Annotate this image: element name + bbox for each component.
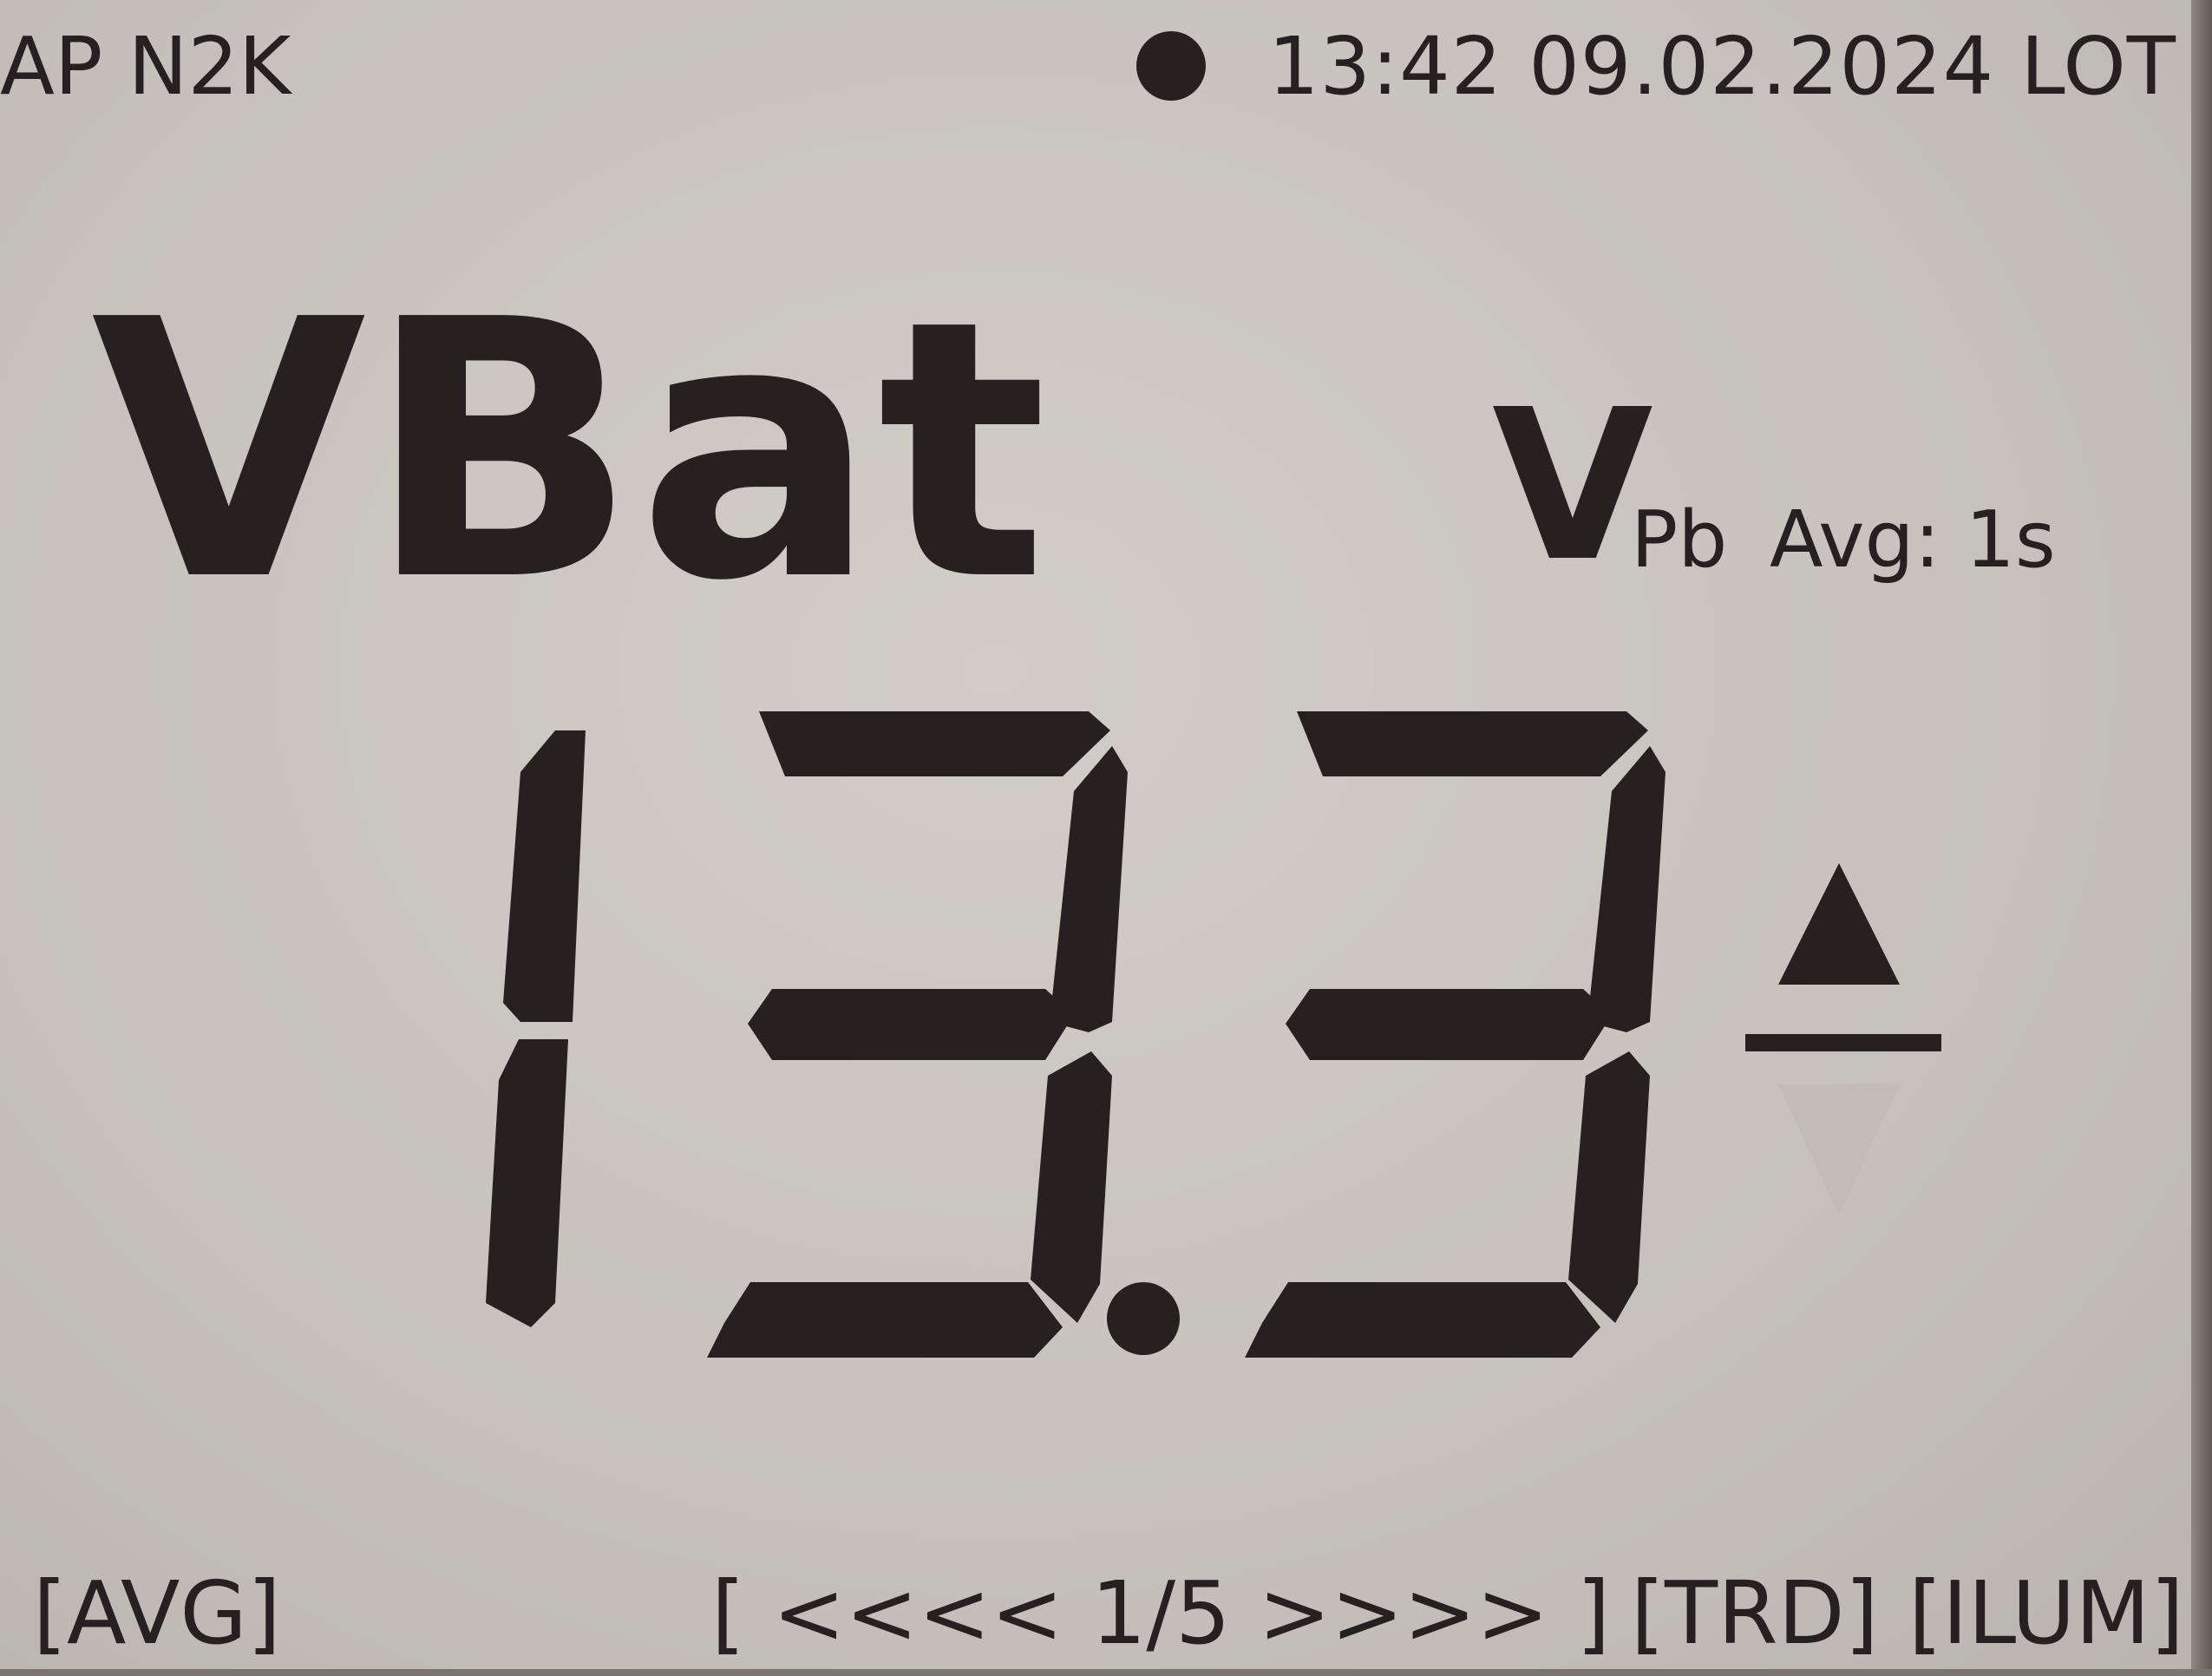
digit-3-first	[707, 711, 1128, 1358]
segment-g	[1286, 989, 1612, 1060]
reading-title: VBat	[91, 244, 1048, 658]
segment-c	[1568, 1051, 1650, 1323]
segment-a	[1297, 711, 1648, 776]
display-bezel-right	[2191, 0, 2212, 1676]
unit-subscript: Pb	[1631, 494, 1728, 586]
unit-label: V	[1492, 364, 1653, 607]
segment-g	[748, 989, 1074, 1060]
display-bezel-bottom	[0, 1669, 2212, 1676]
triangle-down-ghost-icon	[1778, 1084, 1900, 1214]
triangle-up-icon	[1778, 863, 1900, 985]
trend-baseline	[1745, 1034, 1941, 1051]
digit-1	[486, 730, 586, 1327]
segment-d	[707, 1282, 1063, 1358]
datetime-readout: 13:42 09.02.2024 LOT	[1268, 20, 2176, 113]
avg-period-label: Avg: 1s	[1770, 494, 2056, 586]
page-navigator[interactable]: [ <<<< 1/5 >>>> ]	[711, 1562, 1611, 1664]
segment-c	[486, 1039, 568, 1327]
segment-b	[1050, 746, 1128, 1032]
trend-button[interactable]: [TRD]	[1631, 1562, 1879, 1664]
avg-button[interactable]: [AVG]	[33, 1562, 281, 1664]
illumination-button[interactable]: [ILUM]	[1908, 1562, 2184, 1664]
decimal-point	[1107, 1282, 1180, 1355]
segment-d	[1245, 1282, 1600, 1358]
status-dot-icon	[1136, 31, 1206, 101]
digit-3-second	[1245, 711, 1666, 1358]
segment-b	[503, 730, 586, 1022]
device-label: AP N2K	[0, 20, 291, 113]
segment-b	[1587, 746, 1666, 1032]
segment-c	[1031, 1051, 1112, 1323]
segment-a	[759, 711, 1110, 776]
